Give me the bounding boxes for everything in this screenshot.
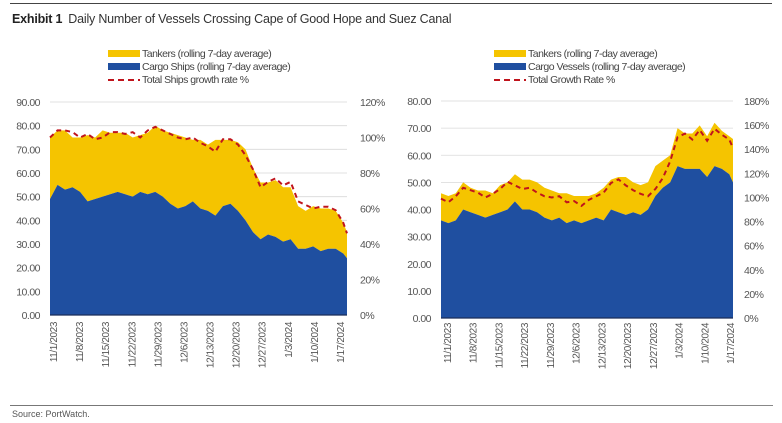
y2-tick-label: 40% <box>360 239 380 251</box>
y-tick-label: 70.00 <box>16 144 40 156</box>
y2-tick-label: 0% <box>360 310 374 322</box>
x-tick-label: 11/8/2023 <box>469 322 480 363</box>
x-tick-label: 12/20/2023 <box>623 322 634 369</box>
y2-tick-label: 60% <box>360 204 380 216</box>
y-tick-label: 30.00 <box>407 232 431 244</box>
y2-tick-label: 120% <box>744 168 769 180</box>
y2-tick-label: 160% <box>744 120 769 132</box>
source-note: Source: PortWatch. <box>12 409 90 419</box>
tankers-area <box>441 122 733 224</box>
y2-tick-label: 100% <box>744 192 769 204</box>
y-tick-label: 50.00 <box>407 177 431 189</box>
growth-rate-line <box>440 127 734 208</box>
tankers-area <box>50 125 347 259</box>
x-tick-label: 11/22/2023 <box>520 322 531 368</box>
growth-rate-line <box>49 125 348 234</box>
y2-tick-label: 80% <box>360 168 380 180</box>
legend-swatch-cargo <box>494 63 526 70</box>
x-tick-label: 1/17/2024 <box>726 322 737 364</box>
y2-tick-label: 0% <box>744 313 758 325</box>
x-tick-label: 12/13/2023 <box>597 322 608 369</box>
y-tick-label: 90.00 <box>16 97 40 109</box>
y-tick-label: 80.00 <box>407 96 431 108</box>
y-tick-label: 60.00 <box>16 168 40 180</box>
y-tick-label: 30.00 <box>16 239 40 251</box>
chart-1: 0.00 10.00 20.00 30.00 40.00 50.00 60.00 70.00 8… <box>16 48 385 368</box>
y-tick-label: 10.00 <box>16 286 40 298</box>
y-tick-label: 70.00 <box>407 123 431 135</box>
bottom-rule <box>380 405 773 406</box>
x-tick-label: 12/27/2023 <box>649 322 660 369</box>
y2-tick-label: 20% <box>360 275 380 287</box>
y-tick-label: 50.00 <box>16 192 40 204</box>
exhibit-label: Exhibit 1 <box>12 12 63 26</box>
y-tick-label: 40.00 <box>16 215 40 227</box>
legend-label-tankers: Tankers (rolling 7-day average) <box>142 48 271 60</box>
x-tick-label: 12/13/2023 <box>206 321 217 368</box>
legend-swatch-tankers <box>494 50 526 57</box>
bottom-rule <box>10 405 394 406</box>
exhibit-title-text: Daily Number of Vessels Crossing Cape of… <box>68 12 452 26</box>
x-tick-label: 12/20/2023 <box>232 321 243 368</box>
x-tick-label: 11/29/2023 <box>153 321 164 367</box>
legend-label-cargo: Cargo Ships (rolling 7-day average) <box>142 61 290 73</box>
legend-label-cargo: Cargo Vessels (rolling 7-day average) <box>528 61 685 73</box>
legend: Tankers (rolling 7-day average)Cargo Shi… <box>108 48 291 86</box>
y2-tick-label: 140% <box>744 144 769 156</box>
x-tick-label: 1/3/2024 <box>675 322 686 359</box>
cargo-area <box>50 184 347 315</box>
x-tick-label: 12/27/2023 <box>258 321 269 368</box>
x-tick-label: 11/29/2023 <box>546 322 557 368</box>
x-tick-label: 1/10/2024 <box>310 321 321 363</box>
y-tick-label: 80.00 <box>16 121 40 133</box>
x-tick-label: 12/6/2023 <box>179 321 190 363</box>
y2-tick-label: 120% <box>360 97 385 109</box>
legend-label-growth: Total Ships growth rate % <box>142 74 249 86</box>
y-tick-label: 60.00 <box>407 150 431 162</box>
y-tick-label: 10.00 <box>407 286 431 298</box>
x-tick-label: 11/15/2023 <box>101 321 112 367</box>
x-tick-label: 1/10/2024 <box>700 322 711 364</box>
x-tick-label: 11/1/2023 <box>49 321 60 362</box>
y-tick-label: 20.00 <box>16 263 40 275</box>
y2-tick-label: 100% <box>360 133 385 145</box>
y2-tick-label: 40% <box>744 265 764 277</box>
y-tick-label: 40.00 <box>407 205 431 217</box>
y2-tick-label: 20% <box>744 289 764 301</box>
top-rule <box>10 3 402 4</box>
y2-tick-label: 80% <box>744 217 764 229</box>
x-tick-label: 11/22/2023 <box>127 321 138 367</box>
x-tick-label: 12/6/2023 <box>572 322 583 364</box>
exhibit-title: Exhibit 1 Daily Number of Vessels Crossin… <box>12 12 452 26</box>
cargo-area <box>441 166 733 318</box>
x-tick-label: 1/17/2024 <box>336 321 347 363</box>
legend-label-growth: Total Growth Rate % <box>528 74 615 86</box>
y-tick-label: 20.00 <box>407 259 431 271</box>
top-rule <box>370 3 772 4</box>
chart-2: 0.00 10.00 20.00 30.00 40.00 50.00 60.00 70.00 8… <box>407 48 769 369</box>
legend-swatch-cargo <box>108 63 140 70</box>
legend-label-tankers: Tankers (rolling 7-day average) <box>528 48 657 60</box>
legend-swatch-tankers <box>108 50 140 57</box>
y2-tick-label: 180% <box>744 96 769 108</box>
y-tick-label: 0.00 <box>22 310 41 322</box>
x-tick-label: 1/3/2024 <box>284 321 295 358</box>
x-tick-label: 11/15/2023 <box>494 322 505 368</box>
y-tick-label: 0.00 <box>413 313 432 325</box>
x-tick-label: 11/1/2023 <box>443 322 454 363</box>
x-tick-label: 11/8/2023 <box>75 321 86 362</box>
y2-tick-label: 60% <box>744 241 764 253</box>
legend: Tankers (rolling 7-day average)Cargo Ves… <box>494 48 686 86</box>
